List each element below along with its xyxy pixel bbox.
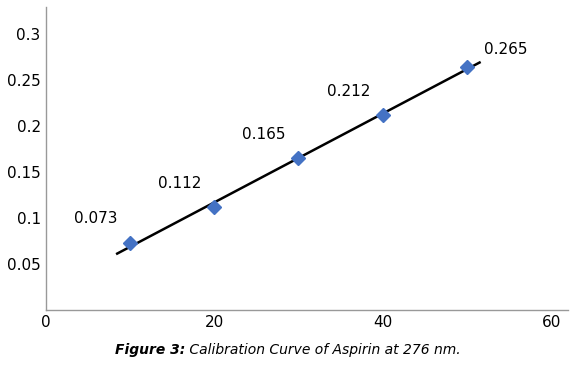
- Text: 0.073: 0.073: [74, 212, 117, 226]
- Text: Calibration Curve of Aspirin at 276 nm.: Calibration Curve of Aspirin at 276 nm.: [185, 343, 461, 357]
- Text: Figure 3:: Figure 3:: [114, 343, 185, 357]
- Text: 0.165: 0.165: [242, 127, 286, 142]
- Text: 0.112: 0.112: [158, 176, 201, 191]
- Text: 0.265: 0.265: [484, 42, 527, 57]
- Text: 0.212: 0.212: [327, 84, 370, 99]
